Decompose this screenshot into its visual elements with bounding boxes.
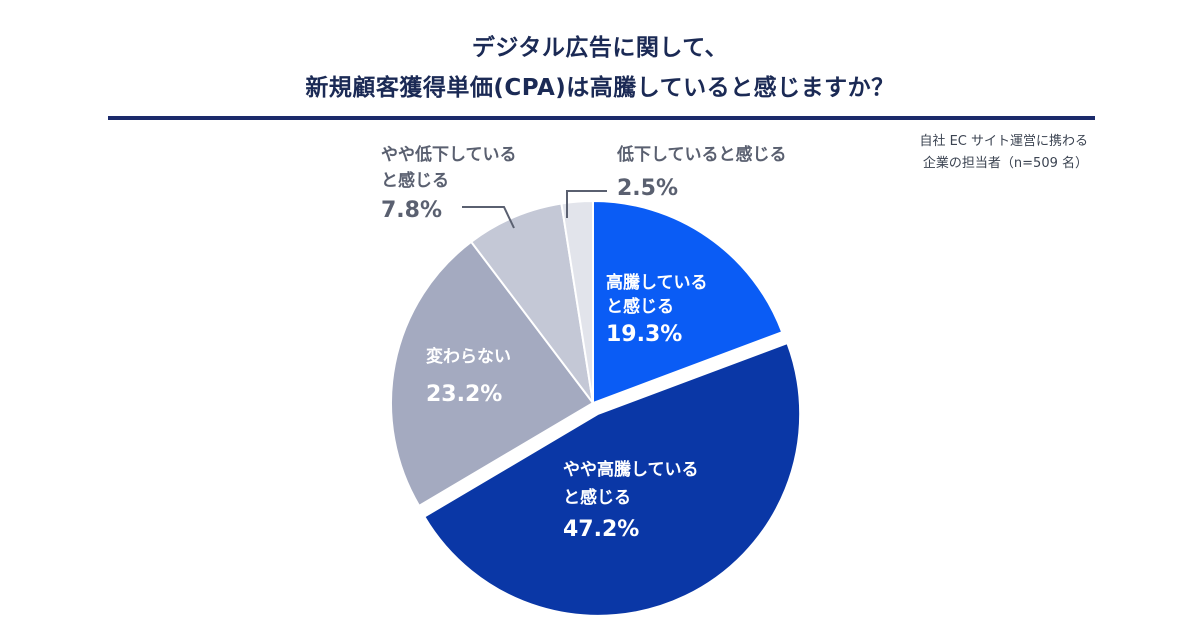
sample-note-line2: 企業の担当者（n=509 名）: [922, 156, 1088, 171]
slice-label-4-line-2: と感じる: [381, 170, 449, 191]
leader-line-4: [462, 206, 515, 229]
slice-value-5: 2.5%: [617, 176, 678, 201]
leader-line-5: [566, 190, 607, 218]
slice-label-4-line-1: やや低下している: [381, 144, 517, 165]
pie-slice-1: [592, 199, 784, 405]
chart-title-line2: 新規顧客獲得単価(CPA)は高騰していると感じますか？: [305, 75, 895, 101]
chart-title-line1: デジタル広告に関して、: [471, 35, 729, 61]
title-divider: [108, 116, 1095, 120]
slice-value-4: 7.8%: [381, 198, 442, 223]
slice-value-2: 47.2%: [563, 517, 639, 542]
slice-label-1-line-2: と感じる: [606, 296, 674, 317]
slice-label-3-line-1: 変わらない: [426, 346, 511, 367]
sample-note-line1: 自社 EC サイト運営に携わる: [919, 134, 1088, 149]
pie-slice-2: [422, 341, 802, 617]
slice-label-2-line-1: やや高騰している: [563, 459, 699, 480]
slice-value-3: 23.2%: [426, 382, 502, 407]
slice-label-5-line-1: 低下していると感じる: [616, 144, 787, 165]
pie-slice-4: [469, 202, 594, 404]
pie-slice-3: [390, 240, 595, 508]
slice-value-1: 19.3%: [606, 322, 682, 347]
pie-slice-5: [560, 199, 594, 404]
slice-label-2-line-2: と感じる: [563, 487, 631, 508]
slice-label-1-line-1: 高騰している: [606, 272, 708, 293]
